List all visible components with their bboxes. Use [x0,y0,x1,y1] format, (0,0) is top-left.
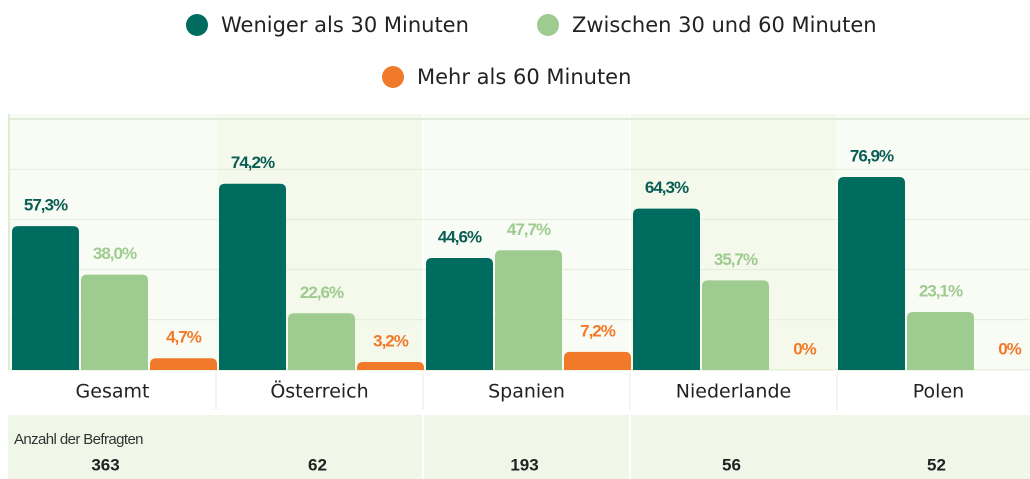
value-label: 47,7% [507,220,551,239]
value-label: 23,1% [919,282,963,301]
bar [702,280,769,370]
bar [81,274,148,370]
x-tick-label: Niederlande [676,381,791,403]
sample-size: 56 [722,455,741,474]
bar [838,176,905,370]
sample-box [424,415,629,479]
sample-size: 193 [510,455,538,474]
x-tick-label: Österreich [270,380,368,403]
value-label: 38,0% [93,244,137,263]
value-label: 35,7% [714,250,758,269]
x-tick-label: Polen [913,381,964,403]
bar [426,258,493,370]
sample-size: 52 [927,455,946,474]
legend-label: Zwischen 30 und 60 Minuten [572,13,877,37]
legend-label: Weniger als 30 Minuten [221,13,469,37]
sample-box [836,415,1030,479]
value-label: 64,3% [645,178,689,197]
bar [495,250,562,370]
sample-box [631,415,836,479]
bar [288,313,355,370]
value-label: 44,6% [438,228,482,247]
x-tick-label: Gesamt [76,381,150,403]
sample-label: Anzahl der Befragten [14,431,143,448]
sample-box [8,415,217,479]
value-label: 3,2% [373,331,409,350]
bar [12,226,79,370]
value-label: 74,2% [231,153,275,172]
legend-label: Mehr als 60 Minuten [417,65,631,89]
legend-marker [537,14,559,36]
bar [150,358,217,370]
value-label: 57,3% [24,196,68,215]
value-label: 4,7% [166,328,202,347]
value-label: 22,6% [300,283,344,302]
legend-marker [186,14,208,36]
sample-size: 62 [308,455,327,474]
bar [357,361,424,370]
legend-marker [382,66,404,88]
bar [219,183,286,370]
value-label: 0% [793,339,816,358]
x-tick-label: Spanien [488,381,565,403]
sample-size: 363 [91,455,119,474]
bar [907,312,974,370]
sample-box [217,415,422,479]
value-label: 7,2% [580,321,616,340]
bar [564,351,631,370]
value-label: 76,9% [850,146,894,165]
bar [633,208,700,370]
value-label: 0% [998,339,1021,358]
